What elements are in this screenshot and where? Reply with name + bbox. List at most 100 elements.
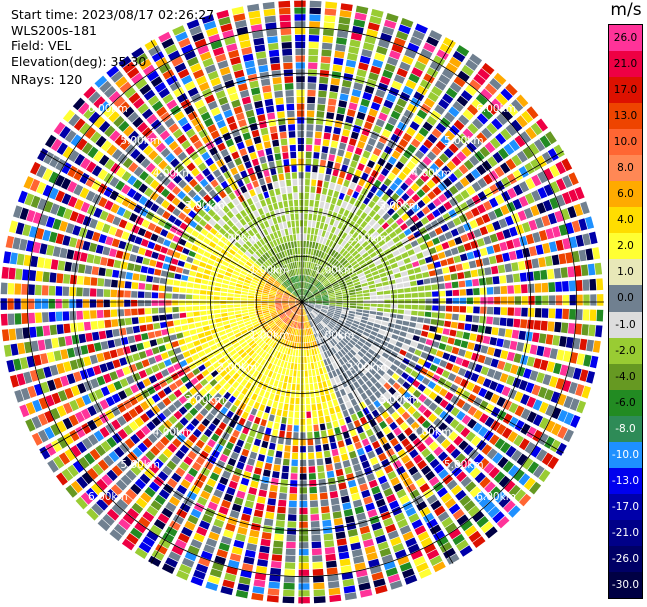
velocity-bin xyxy=(309,0,322,8)
velocity-bin xyxy=(308,349,312,356)
velocity-bin xyxy=(332,282,339,287)
velocity-bin xyxy=(99,80,112,93)
velocity-bin xyxy=(145,315,153,323)
velocity-bin xyxy=(403,282,411,288)
velocity-bin xyxy=(429,347,438,356)
velocity-bin xyxy=(245,276,253,281)
velocity-bin xyxy=(407,395,417,404)
velocity-bin xyxy=(524,441,536,454)
velocity-bin xyxy=(73,169,84,181)
velocity-bin xyxy=(404,366,413,374)
velocity-bin xyxy=(331,212,338,220)
velocity-bin xyxy=(187,514,199,525)
velocity-bin xyxy=(262,469,271,477)
velocity-bin xyxy=(30,340,39,352)
velocity-bin xyxy=(15,328,23,340)
velocity-bin xyxy=(283,324,288,331)
velocity-bin xyxy=(240,185,248,194)
velocity-bin xyxy=(426,494,438,505)
velocity-bin xyxy=(141,127,153,138)
velocity-bin xyxy=(348,289,356,293)
velocity-bin xyxy=(324,373,330,381)
velocity-bin xyxy=(273,380,279,387)
velocity-bin xyxy=(320,374,326,382)
velocity-bin xyxy=(554,210,564,223)
velocity-bin xyxy=(186,282,194,288)
velocity-bin xyxy=(139,170,149,181)
velocity-bin xyxy=(147,331,156,339)
velocity-bin xyxy=(67,196,78,208)
velocity-bin xyxy=(305,342,309,350)
velocity-bin xyxy=(192,259,200,266)
velocity-bin xyxy=(250,342,258,349)
velocity-bin xyxy=(296,308,300,315)
velocity-bin xyxy=(108,110,120,123)
velocity-bin xyxy=(352,214,359,223)
velocity-bin xyxy=(106,65,120,78)
velocity-bin xyxy=(317,314,324,320)
velocity-bin xyxy=(501,176,511,188)
velocity-bin xyxy=(489,486,501,499)
velocity-bin xyxy=(322,253,328,260)
velocity-bin xyxy=(166,203,176,213)
velocity-bin xyxy=(295,349,299,357)
velocity-bin xyxy=(425,298,432,304)
velocity-bin xyxy=(224,186,233,195)
velocity-bin xyxy=(45,443,57,456)
velocity-bin xyxy=(495,133,507,145)
velocity-bin xyxy=(325,394,332,402)
velocity-bin xyxy=(507,296,515,305)
velocity-bin xyxy=(245,240,253,248)
velocity-bin xyxy=(364,166,372,175)
velocity-bin xyxy=(354,317,361,322)
velocity-bin xyxy=(176,332,184,339)
velocity-bin xyxy=(310,277,315,284)
velocity-bin xyxy=(257,454,266,462)
velocity-bin xyxy=(307,283,311,290)
velocity-bin xyxy=(528,219,538,231)
velocity-bin xyxy=(324,326,330,333)
velocity-bin xyxy=(494,207,504,218)
velocity-bin xyxy=(417,531,430,542)
velocity-bin xyxy=(44,258,52,269)
velocity-bin xyxy=(275,336,281,343)
velocity-bin xyxy=(89,288,97,297)
velocity-bin xyxy=(299,487,307,494)
velocity-bin xyxy=(269,378,275,386)
velocity-bin xyxy=(227,308,234,312)
velocity-bin xyxy=(73,371,82,382)
velocity-bin xyxy=(489,184,499,195)
velocity-bin xyxy=(21,283,28,295)
velocity-bin xyxy=(155,261,164,269)
velocity-bin xyxy=(397,449,407,459)
velocity-bin xyxy=(459,306,467,313)
velocity-bin xyxy=(52,218,62,230)
velocity-bin xyxy=(360,348,367,355)
velocity-bin xyxy=(491,265,499,275)
velocity-bin xyxy=(179,294,186,299)
velocity-bin xyxy=(122,513,135,525)
velocity-bin xyxy=(30,195,41,209)
velocity-bin xyxy=(428,230,437,239)
velocity-bin xyxy=(188,323,196,330)
velocity-bin xyxy=(113,96,126,108)
velocity-bin xyxy=(268,321,275,327)
velocity-bin xyxy=(289,486,298,494)
velocity-bin xyxy=(287,348,291,355)
velocity-bin xyxy=(486,287,494,295)
velocity-bin xyxy=(279,353,284,360)
velocity-bin xyxy=(69,299,76,309)
velocity-bin xyxy=(465,481,477,493)
velocity-bin xyxy=(379,420,388,430)
velocity-bin xyxy=(511,329,520,339)
velocity-bin xyxy=(425,240,434,248)
velocity-bin xyxy=(191,244,199,252)
velocity-bin xyxy=(204,347,212,355)
velocity-bin xyxy=(237,276,245,282)
velocity-bin xyxy=(117,402,127,413)
velocity-bin xyxy=(207,365,215,373)
velocity-bin xyxy=(307,425,313,432)
velocity-bin xyxy=(172,186,181,195)
velocity-bin xyxy=(70,274,77,285)
velocity-bin xyxy=(135,53,148,65)
